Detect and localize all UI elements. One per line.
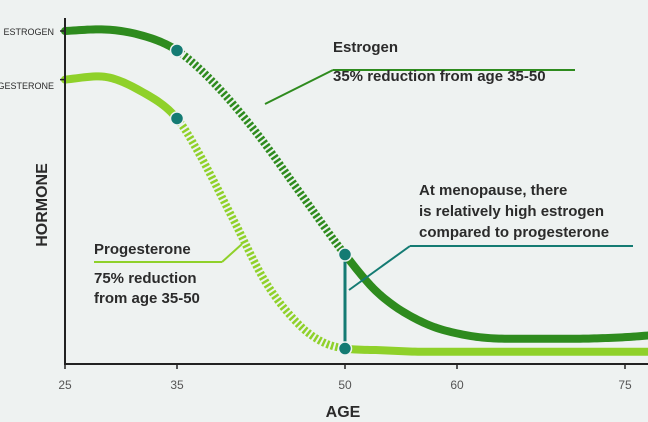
- x-tick-label: 50: [338, 378, 352, 392]
- x-tick-label: 75: [618, 378, 632, 392]
- y-tick-label-progesterone: PROGESTERONE: [0, 81, 54, 91]
- marker-layer: [169, 43, 353, 356]
- progesterone-leader-line: [221, 243, 243, 263]
- menopause-annotation-line: is relatively high estrogen: [419, 203, 604, 220]
- series-layer: [61, 25, 648, 356]
- progesterone-annotation-line: 75% reduction: [94, 270, 197, 287]
- estrogen-marker: [169, 43, 185, 58]
- menopause-leader-line: [348, 245, 411, 291]
- estrogen-line-dashed: [174, 47, 349, 258]
- y-axis-title: HORMONE: [34, 163, 51, 247]
- x-tick-label: 35: [170, 378, 184, 392]
- progesterone-line-solid-end: [341, 344, 648, 356]
- y-tick-label-estrogen: ESTROGEN: [3, 27, 54, 37]
- progesterone-line-solid-start: [61, 72, 181, 123]
- estrogen-line-solid-start: [61, 25, 181, 55]
- progesterone-marker: [169, 111, 185, 126]
- progesterone-line-dashed: [173, 115, 346, 353]
- estrogen-line-solid-end: [341, 250, 648, 343]
- menopause-annotation-line: compared to progesterone: [419, 224, 609, 241]
- tick-layer: [60, 30, 626, 369]
- menopause-annotation-line: At menopause, there: [419, 182, 567, 199]
- estrogen-marker: [337, 247, 353, 262]
- annotation-lines: [94, 69, 633, 349]
- progesterone-annotation-line: from age 35-50: [94, 290, 200, 307]
- estrogen-leader-line: [264, 69, 334, 105]
- progesterone-marker: [337, 341, 353, 356]
- estrogen-annotation-text: 35% reduction from age 35-50: [333, 68, 546, 85]
- x-tick-label: 25: [58, 378, 72, 392]
- x-tick-label: 60: [450, 378, 464, 392]
- x-axis-title: AGE: [326, 404, 361, 421]
- estrogen-annotation-title: Estrogen: [333, 39, 398, 56]
- progesterone-annotation-title: Progesterone: [94, 241, 191, 258]
